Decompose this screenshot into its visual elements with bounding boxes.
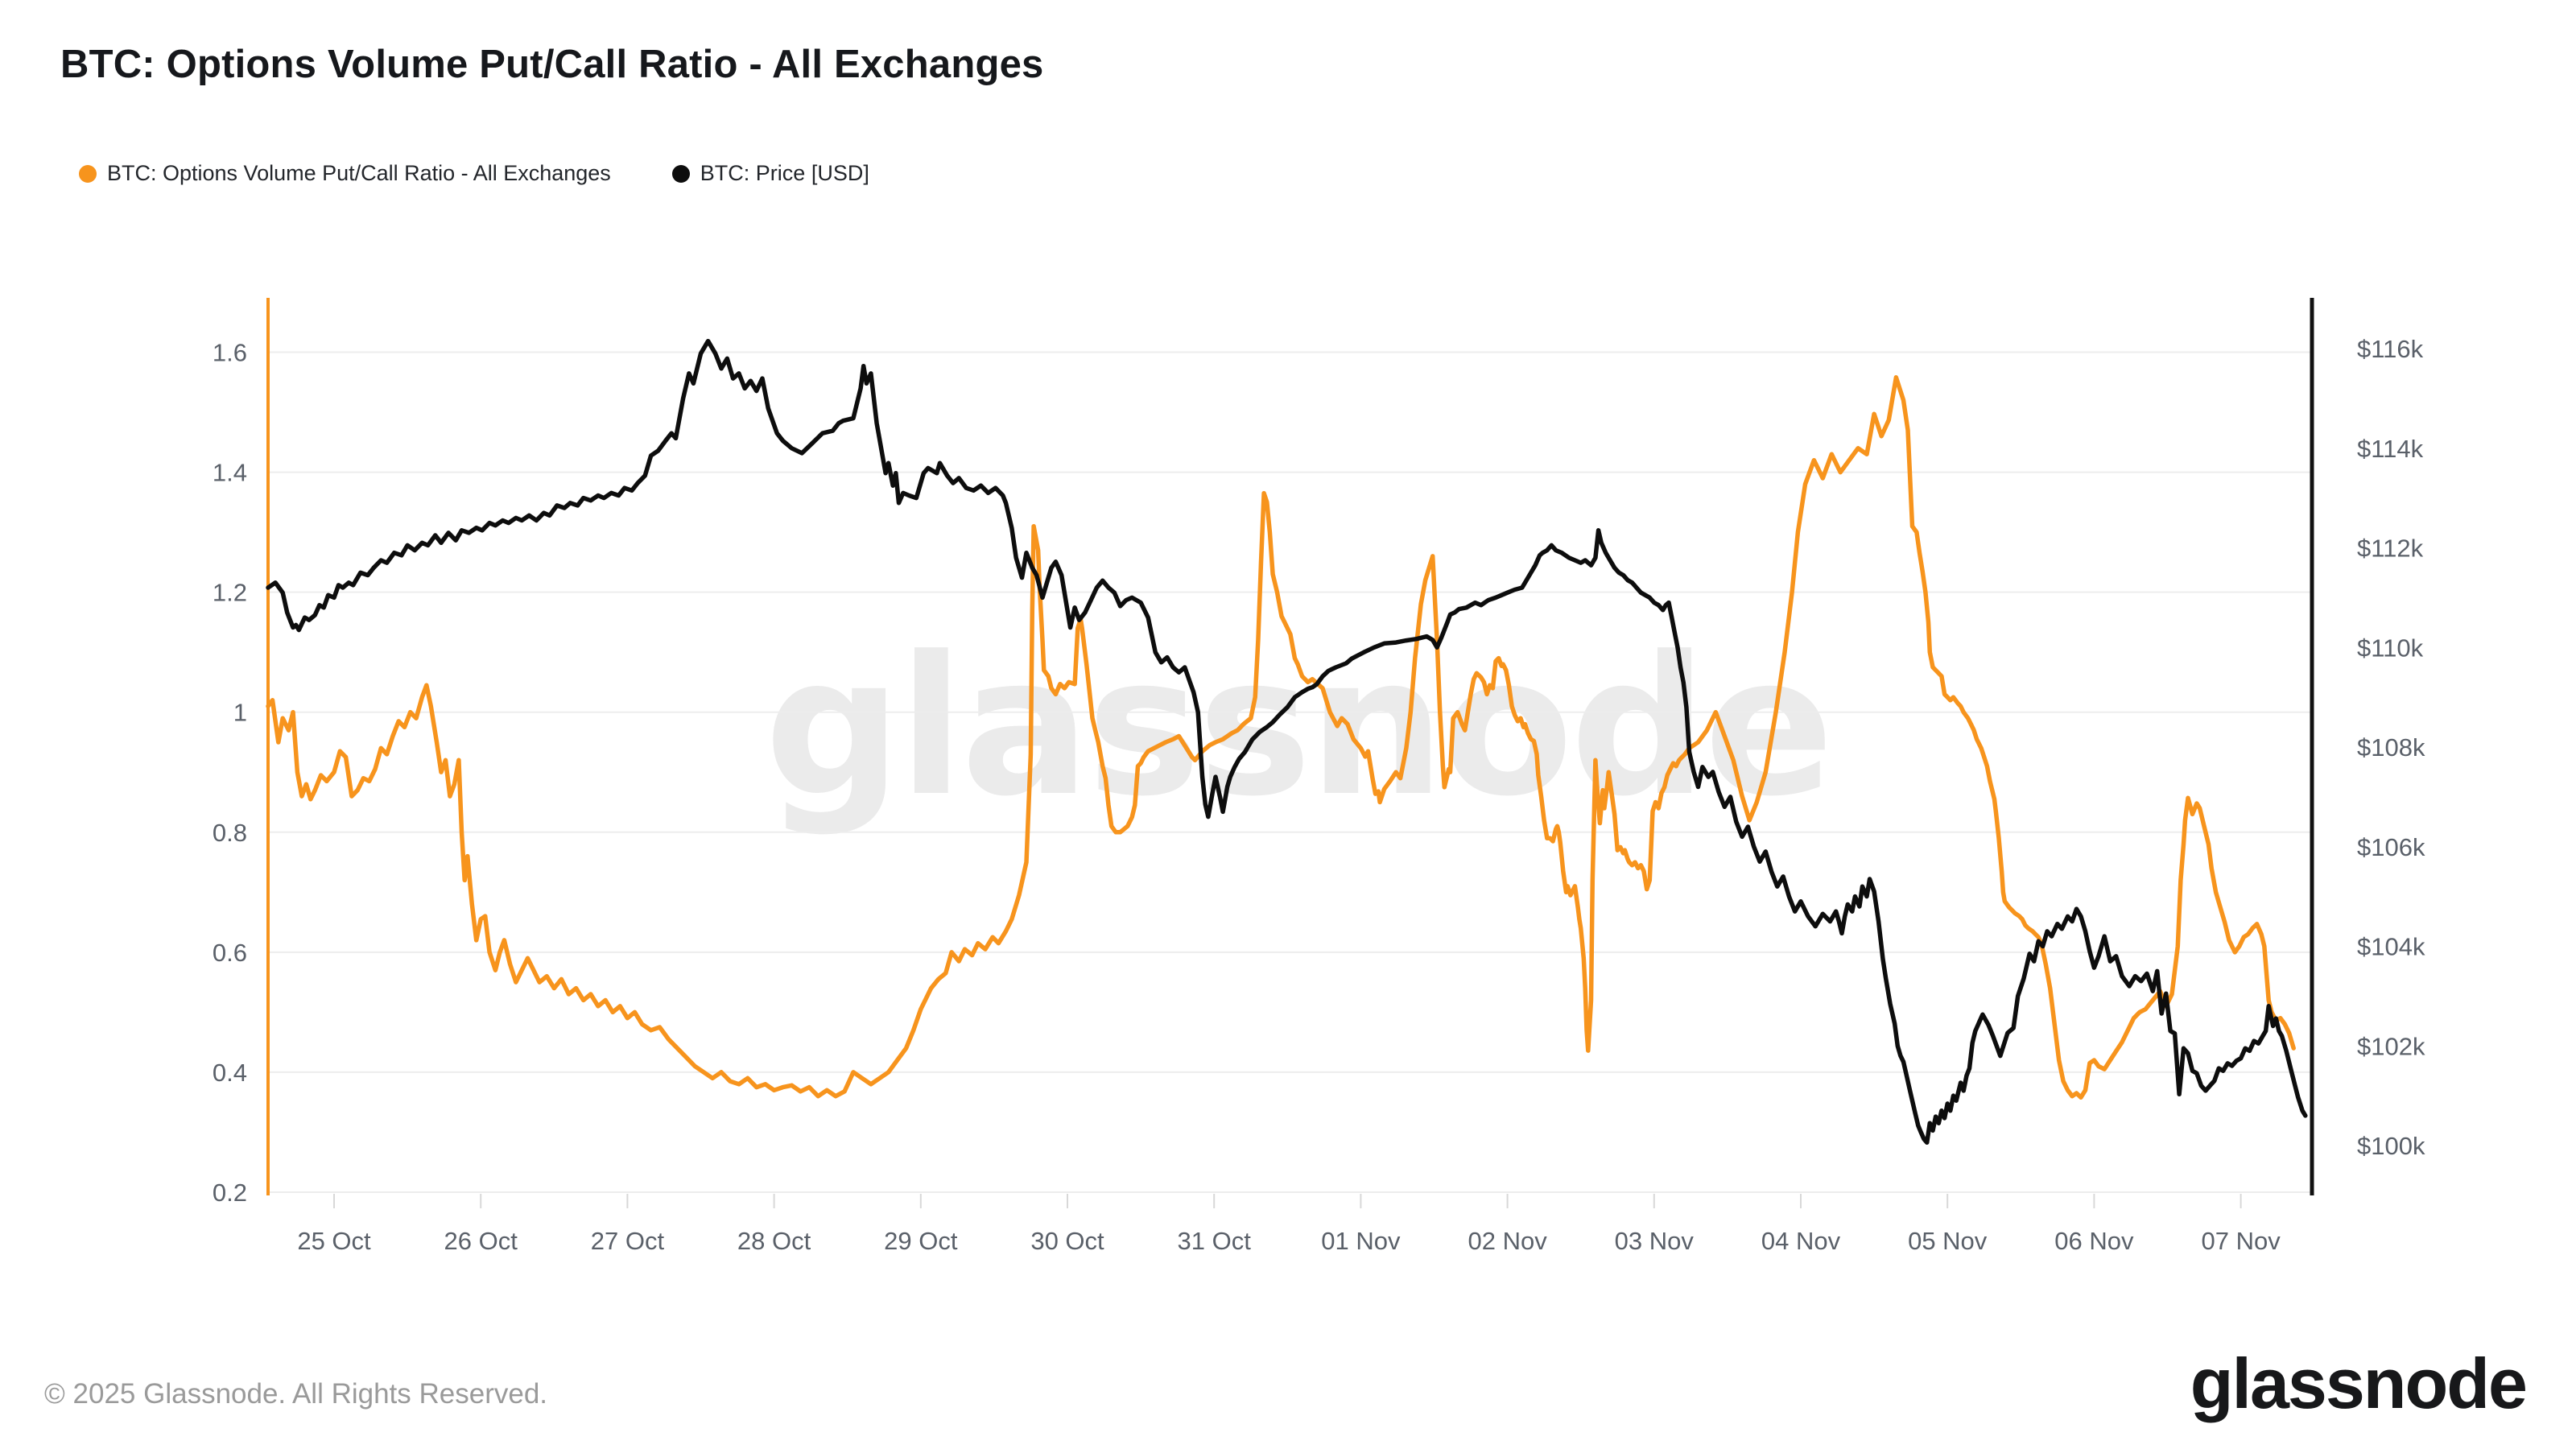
- price-line-series[interactable]: [266, 338, 2308, 1146]
- date-tick-label: 31 Oct: [1178, 1227, 1252, 1255]
- date-tick-label: 01 Nov: [1321, 1227, 1401, 1255]
- page-title: BTC: Options Volume Put/Call Ratio - All…: [60, 43, 1044, 86]
- date-tick-label: 27 Oct: [591, 1227, 665, 1255]
- right-axis-tick-label: $110k: [2357, 634, 2424, 662]
- right-axis-tick-label: $100k: [2357, 1132, 2425, 1160]
- copyright-text: © 2025 Glassnode. All Rights Reserved.: [44, 1378, 548, 1410]
- watermark-text: glassnode: [765, 616, 1831, 839]
- date-tick-label: 26 Oct: [444, 1227, 518, 1255]
- glassnode-logo: glassnode: [2190, 1344, 2528, 1423]
- date-tick-label: 25 Oct: [297, 1227, 371, 1255]
- legend-item-price[interactable]: BTC: Price [USD]: [671, 161, 869, 186]
- left-axis-tick-label: 1: [233, 699, 247, 727]
- date-tick-label: 03 Nov: [1615, 1227, 1695, 1255]
- chart-legend: BTC: Options Volume Put/Call Ratio - All…: [79, 161, 869, 186]
- date-tick-label: 07 Nov: [2201, 1227, 2281, 1255]
- date-tick-label: 02 Nov: [1468, 1227, 1547, 1255]
- ratio-line-series[interactable]: [266, 375, 2296, 1100]
- right-axis-tick-label: $112k: [2357, 535, 2424, 563]
- right-axis-tick-label: $108k: [2357, 733, 2425, 762]
- legend-item-ratio[interactable]: BTC: Options Volume Put/Call Ratio - All…: [79, 161, 611, 186]
- left-axis-tick-label: 1.4: [213, 459, 247, 487]
- right-axis-tick-label: $104k: [2357, 933, 2425, 961]
- ratio-series-dot-icon: [79, 164, 97, 183]
- date-tick-label: 04 Nov: [1761, 1227, 1841, 1255]
- legend-label-ratio: BTC: Options Volume Put/Call Ratio - All…: [107, 161, 611, 185]
- left-axis-tick-label: 1.2: [213, 579, 247, 607]
- right-axis-tick-label: $116k: [2357, 335, 2424, 363]
- date-tick-label: 06 Nov: [2054, 1227, 2134, 1255]
- left-axis-tick-label: 0.4: [213, 1059, 247, 1087]
- left-axis-tick-label: 0.8: [213, 819, 247, 847]
- date-tick-label: 28 Oct: [737, 1227, 811, 1255]
- date-tick-label: 05 Nov: [1908, 1227, 1988, 1255]
- left-axis-tick-label: 0.2: [213, 1179, 247, 1207]
- date-tick-label: 30 Oct: [1030, 1227, 1104, 1255]
- legend-label-price: BTC: Price [USD]: [700, 161, 869, 185]
- left-axis-tick-label: 0.6: [213, 939, 247, 967]
- right-axis-tick-label: $102k: [2357, 1032, 2425, 1060]
- right-axis-tick-label: $114k: [2357, 435, 2424, 463]
- date-tick-label: 29 Oct: [884, 1227, 958, 1255]
- left-axis-tick-label: 1.6: [213, 338, 247, 366]
- price-series-dot-icon: [671, 164, 690, 183]
- right-axis-tick-label: $106k: [2357, 833, 2425, 861]
